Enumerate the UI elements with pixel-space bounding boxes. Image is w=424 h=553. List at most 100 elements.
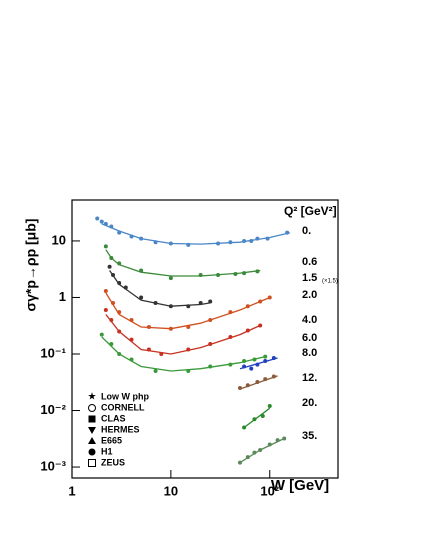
data-point: [139, 268, 144, 273]
data-point: [271, 355, 276, 360]
data-point: [228, 240, 233, 245]
legend-marker: [88, 415, 96, 423]
legend-marker: [88, 448, 96, 456]
legend-marker: [88, 427, 96, 434]
data-point: [258, 323, 263, 328]
legend-label: Low W php: [101, 391, 149, 401]
fit-curve: [105, 292, 271, 330]
data-point: [117, 281, 122, 286]
data-point: [107, 264, 112, 269]
data-point: [245, 383, 250, 388]
legend-marker: ★: [88, 392, 97, 403]
data-point: [168, 326, 173, 331]
data-point: [228, 310, 233, 315]
legend-label: H1: [101, 446, 113, 456]
data-point: [275, 438, 280, 443]
q2-note: (×1.5): [322, 279, 338, 285]
data-point: [129, 337, 134, 342]
data-point: [252, 357, 257, 362]
data-point: [242, 364, 247, 369]
data-point: [271, 374, 276, 379]
data-point: [146, 347, 151, 352]
q2-label: 0.: [302, 225, 311, 237]
data-point: [117, 310, 122, 315]
data-point: [260, 413, 265, 418]
data-point: [242, 425, 247, 430]
data-point: [233, 272, 238, 277]
data-point: [109, 317, 114, 322]
data-point: [153, 240, 158, 245]
y-tick-label: 1: [59, 289, 66, 304]
data-point: [103, 244, 108, 249]
data-point: [146, 325, 151, 330]
data-point: [237, 460, 242, 465]
data-point: [265, 236, 270, 241]
legend-label: CORNELL: [101, 402, 145, 412]
fit-curve: [101, 336, 266, 372]
q2-label: 20.: [302, 397, 317, 409]
data-point: [103, 308, 108, 313]
data-point: [168, 241, 173, 246]
legend-marker: [88, 459, 96, 467]
data-point: [258, 448, 263, 453]
data-point: [129, 234, 134, 239]
q2-label: 2.0: [302, 289, 317, 301]
data-point: [252, 450, 257, 455]
data-point: [255, 236, 260, 241]
y-axis-title: σγ*p→ρp [μb]: [23, 219, 39, 312]
data-point: [245, 328, 250, 333]
y-tick-label: 10⁻²: [40, 402, 66, 417]
data-point: [123, 285, 128, 290]
y-tick-label: 10: [52, 232, 66, 247]
data-point: [216, 241, 221, 246]
data-point: [139, 236, 144, 241]
data-point: [255, 269, 260, 274]
data-point: [242, 271, 247, 276]
data-point: [255, 362, 260, 367]
data-point: [117, 351, 122, 356]
data-point: [109, 342, 114, 347]
data-point: [168, 276, 173, 281]
data-point: [109, 224, 114, 229]
data-point: [263, 354, 268, 359]
data-point: [186, 325, 191, 330]
data-point: [117, 261, 122, 266]
plot-frame: [71, 199, 339, 479]
y-tick-label: 10⁻¹: [40, 345, 66, 360]
data-point: [216, 272, 221, 277]
legend-label: E665: [101, 435, 122, 445]
data-point: [228, 362, 233, 367]
data-point: [117, 230, 122, 235]
fit-curve: [105, 249, 261, 277]
legend-label: HERMES: [101, 424, 140, 434]
fit-curve: [101, 223, 291, 245]
legend-label: CLAS: [101, 413, 126, 423]
data-point: [186, 304, 191, 309]
data-point: [245, 455, 250, 460]
data-point: [263, 359, 268, 364]
x-tick-label: 10²: [260, 483, 279, 498]
data-point: [129, 317, 134, 322]
data-point: [99, 332, 104, 337]
q2-label: 4.0: [302, 314, 317, 326]
data-point: [99, 219, 104, 224]
q2-label: 12.: [302, 372, 317, 384]
data-point: [153, 300, 158, 305]
legend-title: Q² [GeV²]: [284, 204, 337, 218]
q2-label: 35.: [302, 430, 317, 442]
legend-label: ZEUS: [101, 457, 125, 467]
data-point: [117, 329, 122, 334]
data-point: [242, 238, 247, 243]
data-point: [103, 289, 108, 294]
data-point: [186, 347, 191, 352]
data-point: [186, 369, 191, 374]
data-point: [263, 377, 268, 382]
x-tick-label: 10: [164, 483, 178, 498]
data-point: [285, 230, 290, 235]
data-point: [168, 304, 173, 309]
data-point: [198, 272, 203, 277]
data-point: [139, 295, 144, 300]
data-point: [159, 351, 164, 356]
data-point: [228, 334, 233, 339]
